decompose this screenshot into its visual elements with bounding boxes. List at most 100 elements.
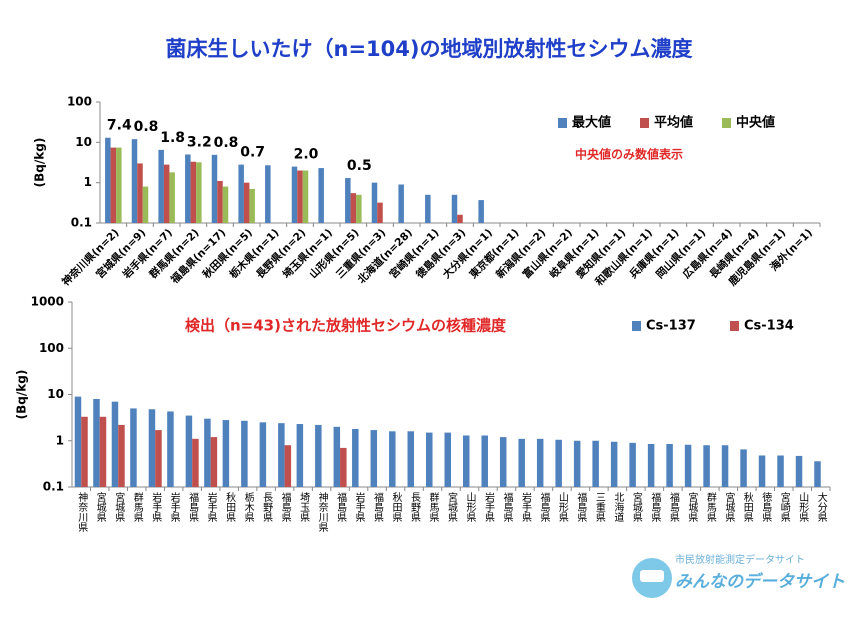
y-tick-label: 1	[56, 433, 64, 447]
x-tick-label: 北海道	[612, 492, 624, 522]
bar	[370, 430, 378, 487]
x-tick-label: 福島県	[187, 491, 199, 523]
bar	[518, 438, 525, 487]
x-tick-label: 長野県	[261, 492, 273, 523]
bar	[371, 182, 378, 223]
bar	[137, 163, 143, 223]
x-tick-label: 福島県	[667, 491, 679, 523]
bar	[81, 416, 88, 487]
bar	[573, 440, 581, 487]
x-tick-label: 岩手県	[482, 491, 494, 523]
bar	[315, 424, 322, 487]
bar	[93, 398, 100, 487]
bar	[158, 149, 164, 223]
data-label: 0.8	[214, 135, 239, 151]
bar	[118, 424, 125, 487]
bar	[116, 147, 122, 223]
x-tick-label: 福島県	[649, 491, 661, 523]
x-tick-label: 山形県	[464, 492, 476, 523]
bar	[105, 137, 111, 223]
x-tick-label: 宮城県	[723, 491, 735, 523]
bar	[318, 168, 324, 223]
bar	[167, 411, 174, 487]
y-tick-label: 10	[47, 387, 64, 401]
data-label: 0.7	[240, 145, 265, 161]
x-tick-label: 宮城県	[446, 491, 458, 523]
x-tick-label: 山形県	[556, 492, 568, 523]
bar	[684, 444, 692, 487]
data-label: 3.2	[187, 134, 212, 150]
legend-label: 平均値	[654, 115, 693, 131]
x-tick-label: 神奈川県	[316, 491, 328, 533]
x-tick-label: 福島県	[575, 491, 587, 523]
bar	[740, 449, 747, 487]
bar	[647, 444, 655, 487]
bar	[814, 461, 821, 487]
bar	[192, 438, 199, 487]
x-tick-label: 宮城県	[113, 491, 125, 523]
data-label: 2.0	[294, 147, 319, 163]
bar	[163, 164, 170, 223]
x-tick-label: 長野県	[409, 492, 421, 523]
x-tick-label: 栃木県	[242, 491, 254, 523]
bar	[238, 164, 244, 223]
y-tick-label: 1	[84, 175, 92, 189]
x-tick-label: 岩手県	[168, 491, 180, 523]
chart-title: 菌床生しいたけ（n=104)の地域別放射性セシウム濃度	[166, 37, 693, 61]
bar	[425, 194, 431, 223]
bar	[278, 423, 285, 487]
bar	[222, 420, 230, 487]
bar	[629, 442, 636, 487]
x-tick-label: 福島県	[279, 491, 291, 523]
legend-label: Cs-134	[744, 319, 794, 334]
legend-swatch	[640, 118, 649, 128]
data-label: 0.5	[347, 158, 372, 174]
bar	[398, 184, 404, 223]
bar	[451, 194, 458, 223]
y-tick-label: 100	[67, 95, 92, 109]
y-tick-label: 0.1	[71, 216, 92, 230]
bar	[499, 437, 507, 487]
y-axis-label: (Bq/kg)	[33, 138, 47, 188]
bar	[555, 439, 562, 487]
bar	[721, 445, 729, 487]
bar	[592, 440, 599, 487]
bar	[536, 438, 544, 487]
x-tick-label: 三重県	[593, 492, 605, 523]
bar	[131, 139, 138, 223]
x-tick-label: 宮城県	[630, 491, 642, 523]
data-label: 1.8	[160, 130, 185, 146]
bar	[110, 147, 117, 223]
bar	[249, 188, 255, 223]
bar	[666, 444, 673, 487]
logo-icon-inner	[640, 570, 664, 582]
data-label: 7.4	[107, 118, 132, 134]
bar	[389, 431, 396, 487]
y-axis-label: (Bq/kg)	[15, 370, 29, 420]
bar	[211, 154, 218, 223]
bar	[169, 172, 175, 223]
bar	[210, 437, 218, 487]
bar	[703, 445, 710, 487]
bar	[407, 431, 415, 487]
bar	[259, 422, 267, 487]
bar	[196, 162, 202, 223]
bar	[243, 182, 250, 223]
x-tick-label: 岩手県	[150, 491, 162, 523]
x-tick-label: 秋田県	[224, 491, 236, 523]
y-tick-label: 0.1	[43, 480, 64, 494]
bar	[356, 194, 362, 223]
y-tick-label: 1000	[31, 295, 64, 309]
bar	[352, 428, 359, 487]
data-label: 0.8	[134, 119, 159, 135]
bar	[777, 455, 784, 487]
bar	[297, 170, 303, 223]
x-tick-label: 大分県	[815, 491, 827, 523]
bar	[457, 214, 463, 223]
x-tick-label: 福島県	[372, 491, 384, 523]
x-tick-label: 福島県	[335, 491, 347, 523]
bar	[204, 418, 211, 487]
bar	[217, 180, 223, 223]
bar	[758, 455, 766, 487]
x-tick-label: 福島県	[501, 491, 513, 523]
